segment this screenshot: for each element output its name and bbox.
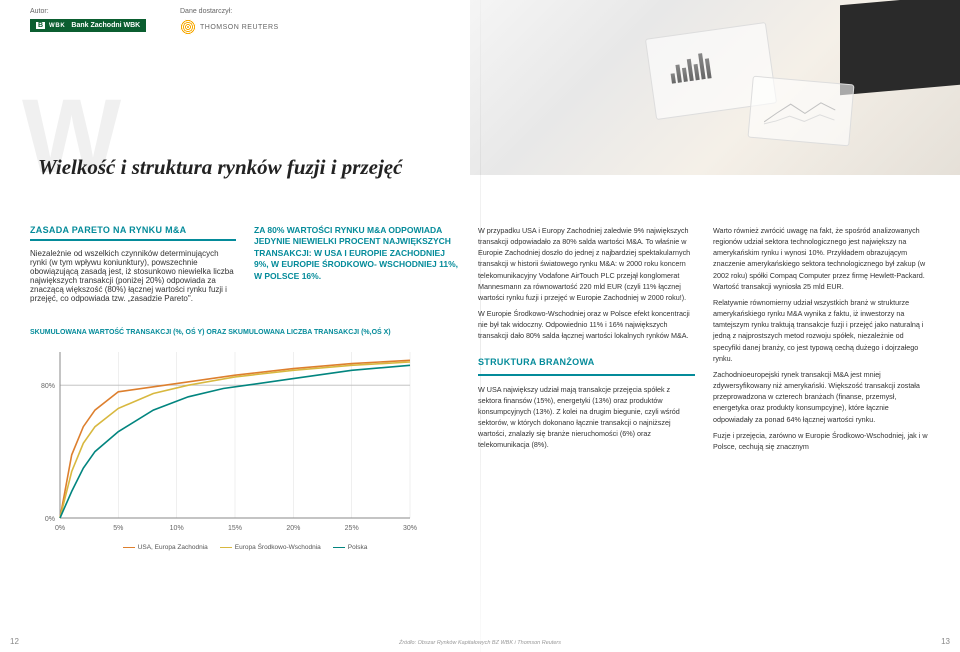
page-number-right: 13 <box>941 637 950 646</box>
para-pareto: Niezależnie od wszelkich czynników deter… <box>30 249 236 303</box>
chart-block: SKUMULOWANA WARTOŚĆ TRANSAKCJI (%, OŚ Y)… <box>30 321 460 551</box>
content: ZASADA PARETO NA RYNKU M&A Niezależnie o… <box>30 225 930 630</box>
col-4: Warto również zwrócić uwagę na fakt, że … <box>713 225 930 630</box>
svg-text:25%: 25% <box>345 525 359 532</box>
col4-p1: Warto również zwrócić uwagę na fakt, że … <box>713 225 930 292</box>
page-number-left: 12 <box>10 637 19 646</box>
author-block: Autor: B WBK Bank Zachodni WBK <box>30 8 170 35</box>
section-head-pareto: ZASADA PARETO NA RYNKU M&A <box>30 225 236 241</box>
col4-p2: Relatywnie równomierny udział wszystkich… <box>713 297 930 364</box>
legend-item: Polska <box>333 544 368 551</box>
pareto-chart: 0% 5% 10% 15% 20% 25% 30% 0% 80% <box>30 342 420 542</box>
tr-text: THOMSON REUTERS <box>200 24 279 31</box>
col3-p3: W USA największy udział mają transakcje … <box>478 384 695 451</box>
hero-photo <box>470 0 960 175</box>
thomson-reuters-logo: THOMSON REUTERS <box>180 19 279 35</box>
data-label: Dane dostarczył: <box>180 8 279 15</box>
left-half: ZASADA PARETO NA RYNKU M&A Niezależnie o… <box>30 225 460 630</box>
source-credit: Źródło: Obszar Rynków Kapitałowych BZ WB… <box>399 640 561 646</box>
col-3: W przypadku USA i Europy Zachodniej zale… <box>478 225 695 630</box>
reuters-spiral-icon <box>180 19 196 35</box>
svg-text:80%: 80% <box>41 383 55 390</box>
svg-text:10%: 10% <box>170 525 184 532</box>
svg-text:0%: 0% <box>45 516 55 523</box>
data-provider-block: Dane dostarczył: THOMSON REUTERS <box>180 8 279 35</box>
author-label: Autor: <box>30 8 170 15</box>
legend-item: USA, Europa Zachodnia <box>123 544 208 551</box>
col-1: ZASADA PARETO NA RYNKU M&A Niezależnie o… <box>30 225 236 303</box>
svg-text:15%: 15% <box>228 525 242 532</box>
svg-text:0%: 0% <box>55 525 65 532</box>
col4-p3: Zachodnioeuropejski rynek transakcji M&A… <box>713 369 930 425</box>
bank-logo: B WBK Bank Zachodni WBK <box>30 19 146 32</box>
section-head-branzowa: STRUKTURA BRANŻOWA <box>478 356 695 376</box>
svg-text:20%: 20% <box>286 525 300 532</box>
callout-box: ZA 80% WARTOŚCI RYNKU M&A ODPOWIADA JEDY… <box>254 225 460 282</box>
col3-p1: W przypadku USA i Europy Zachodniej zale… <box>478 225 695 303</box>
col4-p4: Fuzje i przejęcia, zarówno w Europie Śro… <box>713 430 930 452</box>
page-title: Wielkość i struktura rynków fuzji i prze… <box>38 155 402 180</box>
svg-text:30%: 30% <box>403 525 417 532</box>
chart-legend: USA, Europa Zachodnia Europa Środkowo-Wsc… <box>30 544 460 551</box>
chart-title: SKUMULOWANA WARTOŚĆ TRANSAKCJI (%, OŚ Y)… <box>30 329 460 336</box>
bank-logo-text: Bank Zachodni WBK <box>71 22 140 29</box>
col-2: ZA 80% WARTOŚCI RYNKU M&A ODPOWIADA JEDY… <box>254 225 460 303</box>
svg-text:5%: 5% <box>113 525 123 532</box>
legend-item: Europa Środkowo-Wschodnia <box>220 544 321 551</box>
col3-p2: W Europie Środkowo-Wschodniej oraz w Pol… <box>478 308 695 341</box>
